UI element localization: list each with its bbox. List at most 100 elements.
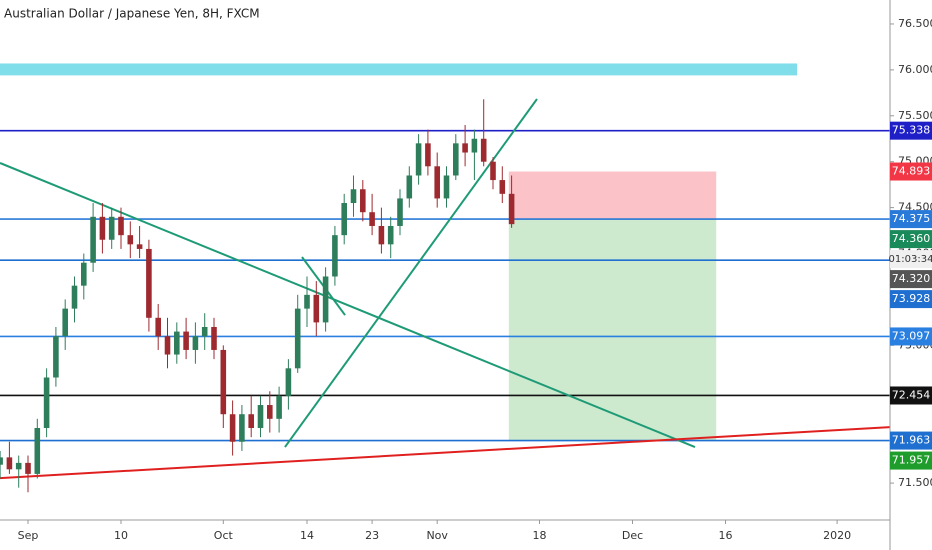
- candle-body: [118, 216, 124, 236]
- candle-body: [397, 198, 403, 226]
- candle-body: [43, 377, 50, 428]
- x-tick-label: 23: [365, 529, 379, 542]
- candle-body: [387, 225, 394, 245]
- price-tag: [890, 121, 932, 140]
- candle-body: [127, 235, 134, 245]
- candle-body: [211, 326, 217, 350]
- candle-body: [164, 336, 171, 355]
- candle-body: [34, 427, 41, 474]
- x-tick-label: 2020: [823, 529, 851, 542]
- chart-title: Australian Dollar / Japanese Yen, 8H, FX…: [4, 7, 260, 21]
- price-tag: [890, 230, 932, 249]
- candle-body: [434, 166, 440, 199]
- price-tag-label: 74.320: [892, 272, 931, 285]
- candle-body: [90, 216, 96, 263]
- price-tag: [890, 451, 932, 470]
- candle-body: [220, 349, 227, 415]
- price-tag-label: 73.097: [892, 329, 931, 342]
- candle-body: [0, 457, 3, 465]
- stop-zone: [508, 171, 717, 220]
- candle-body: [25, 462, 31, 474]
- y-tick-label: 75.500: [898, 109, 932, 122]
- candle-body: [425, 143, 431, 167]
- price-tag: [890, 431, 932, 450]
- price-tag: [890, 270, 932, 289]
- candle-body: [406, 175, 413, 199]
- candle-body: [146, 248, 152, 318]
- candle-body: [443, 175, 450, 199]
- candle-body: [453, 143, 459, 176]
- candle-body: [174, 331, 180, 355]
- candle-body: [81, 262, 87, 286]
- candle-body: [499, 180, 506, 194]
- candle-body: [332, 235, 338, 277]
- candle-body: [108, 216, 115, 240]
- countdown-box: [890, 250, 932, 269]
- x-tick-label: 14: [300, 529, 314, 542]
- candle-body: [313, 294, 320, 323]
- price-tag-label: 75.338: [892, 124, 931, 137]
- x-tick-label: 16: [719, 529, 733, 542]
- zone-band: [0, 63, 798, 76]
- candle-body: [341, 203, 347, 236]
- candle-body: [53, 336, 59, 378]
- trend-line: [0, 426, 890, 480]
- candle-body: [350, 189, 357, 204]
- candle-body: [294, 308, 301, 369]
- candle-body: [508, 193, 515, 225]
- price-tag: [890, 210, 932, 229]
- price-tag-label: 74.360: [892, 232, 931, 245]
- candle-body: [490, 161, 496, 181]
- candle-body: [480, 138, 487, 162]
- candle-body: [192, 336, 199, 350]
- candle-body: [369, 212, 375, 226]
- candle-body: [415, 143, 422, 176]
- candle-body: [136, 244, 143, 249]
- candle-body: [378, 225, 385, 245]
- candle-body: [229, 414, 236, 442]
- candle-body: [71, 285, 78, 309]
- candle-body: [6, 457, 13, 470]
- x-tick-label: Dec: [622, 529, 643, 542]
- candle-body: [360, 189, 366, 213]
- candle-body: [322, 276, 329, 323]
- price-tag: [890, 327, 932, 346]
- candle-body: [239, 414, 245, 442]
- trend-line: [0, 162, 696, 449]
- candle-body: [267, 405, 273, 419]
- candle-body: [304, 294, 310, 309]
- y-tick-label: 76.500: [898, 17, 932, 30]
- price-tag: [890, 162, 932, 181]
- trend-line: [284, 98, 538, 448]
- target-zone: [508, 219, 717, 441]
- price-tag-label: 71.963: [892, 434, 931, 447]
- candle-body: [471, 138, 478, 153]
- price-tag-label: 74.893: [892, 165, 931, 178]
- candle-body: [257, 405, 264, 428]
- price-tag-label: 73.928: [892, 292, 931, 305]
- candle-body: [155, 317, 161, 337]
- candle-body: [201, 326, 208, 337]
- x-tick-label: 10: [114, 529, 128, 542]
- candle-body: [462, 143, 468, 153]
- price-tag: [890, 386, 932, 405]
- price-tag-label: 71.957: [892, 454, 931, 467]
- candle-body: [248, 414, 254, 428]
- candle-body: [285, 368, 292, 396]
- candle-body: [276, 395, 282, 419]
- price-tag-label: 72.454: [892, 388, 931, 401]
- x-tick-label: 18: [533, 529, 547, 542]
- price-tag-label: 74.375: [892, 212, 931, 225]
- x-tick-label: Sep: [18, 529, 39, 542]
- candle-body: [99, 216, 106, 240]
- countdown: 01:03:34: [889, 254, 932, 265]
- x-tick-label: Nov: [426, 529, 448, 542]
- plot-area: [0, 63, 890, 493]
- x-tick-label: Oct: [214, 529, 234, 542]
- candle-body: [183, 331, 189, 350]
- price-tag: [890, 290, 932, 309]
- candle-body: [62, 308, 68, 337]
